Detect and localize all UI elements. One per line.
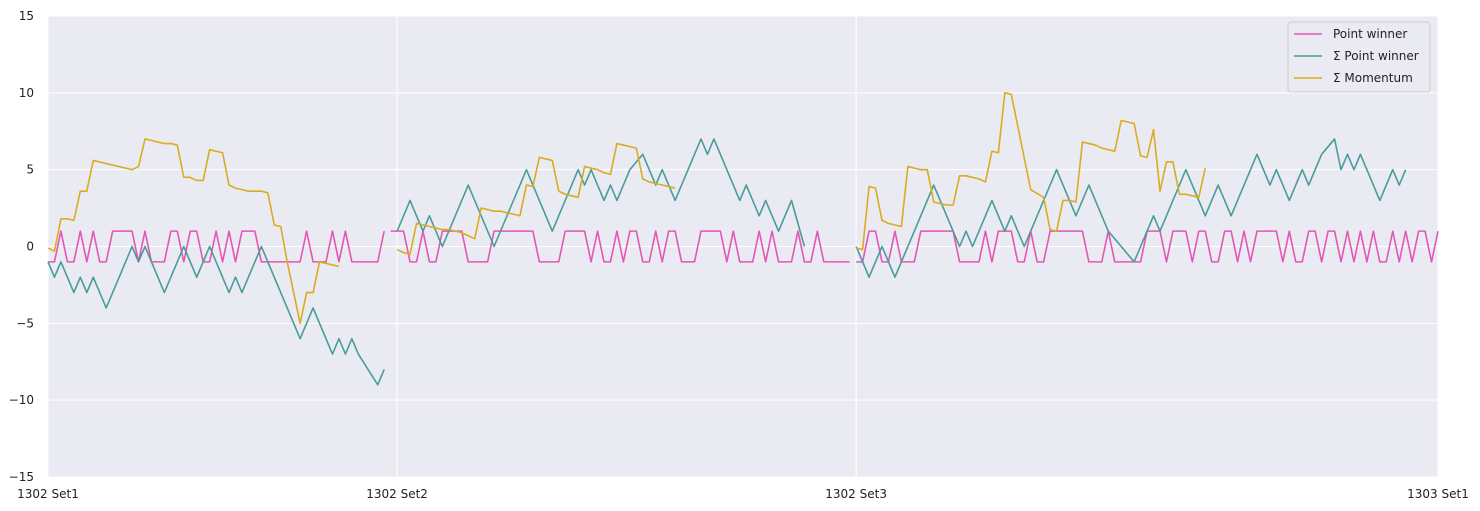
- legend-label: Point winner: [1333, 27, 1407, 41]
- y-tick-label: 10: [19, 86, 34, 100]
- y-tick-label: 5: [26, 163, 34, 177]
- x-tick-label: 1302 Set3: [825, 487, 887, 501]
- y-axis-tick-labels: 15 10 5 0 −5 −10 −15: [9, 9, 34, 484]
- series-line-point-winner: [47, 245, 385, 386]
- x-tick-label: 1303 Set1: [1407, 487, 1469, 501]
- y-tick-label: 15: [19, 9, 34, 23]
- legend-label: Σ Momentum: [1333, 71, 1413, 85]
- y-tick-label: −5: [16, 316, 34, 330]
- grid-lines: [47, 15, 1439, 478]
- x-tick-label: 1302 Set1: [17, 487, 79, 501]
- legend: Point winner Σ Point winner Σ Momentum: [1287, 21, 1431, 93]
- series-line-momentum: [855, 92, 1207, 251]
- series-line-point-winner: [48, 230, 385, 263]
- y-tick-label: 0: [26, 240, 34, 254]
- series-line-point-winner: [390, 230, 850, 263]
- series-line-point-winner: [855, 138, 1407, 279]
- series-line-point-winner: [396, 138, 806, 248]
- legend-box: [1287, 21, 1431, 93]
- series-line-momentum: [396, 142, 676, 255]
- x-tick-label: 1302 Set2: [366, 487, 428, 501]
- legend-label: Σ Point winner: [1333, 49, 1419, 63]
- series-lines: [47, 92, 1439, 386]
- series-line-momentum: [47, 138, 340, 325]
- y-tick-label: −10: [9, 393, 34, 407]
- x-axis-tick-labels: 1302 Set1 1302 Set2 1302 Set3 1303 Set1: [17, 487, 1469, 501]
- y-tick-label: −15: [9, 470, 34, 484]
